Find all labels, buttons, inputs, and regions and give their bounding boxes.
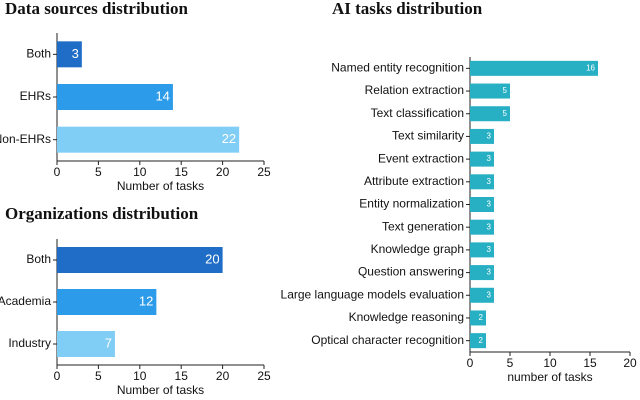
x-tick-label: 5 [95, 165, 102, 179]
value-label: 5 [503, 109, 508, 118]
value-label: 3 [487, 154, 492, 163]
x-tick-label: 15 [175, 165, 189, 179]
x-tick-label: 0 [467, 356, 474, 370]
y-tick-label: Text generation [382, 219, 464, 233]
bar [57, 84, 173, 110]
bar [470, 197, 494, 212]
y-tick-label: Attribute extraction [364, 174, 464, 188]
x-tick-label: 20 [216, 369, 230, 383]
x-axis-label: number of tasks [507, 370, 592, 384]
x-tick-label: 10 [543, 356, 557, 370]
value-label: 3 [487, 177, 492, 186]
x-tick-label: 5 [95, 369, 102, 383]
x-tick-label: 0 [54, 369, 61, 383]
value-label: 3 [487, 268, 492, 277]
x-tick-label: 25 [257, 165, 271, 179]
value-label: 3 [487, 290, 492, 299]
value-label: 2 [479, 336, 484, 345]
y-tick-label: Non-EHRs [0, 132, 51, 146]
y-tick-label: Relation extraction [365, 83, 464, 97]
x-tick-label: 5 [507, 356, 514, 370]
y-tick-label: Knowledge reasoning [349, 310, 464, 324]
bar [470, 265, 494, 281]
y-tick-label: Both [26, 252, 51, 266]
y-tick-label: Named entity recognition [331, 61, 464, 75]
bar [470, 333, 486, 349]
x-axis-label: Number of tasks [117, 383, 204, 397]
value-label: 2 [479, 313, 484, 322]
y-tick-label: Event extraction [378, 151, 464, 165]
bar [470, 174, 494, 190]
y-tick-label: Entity normalization [359, 197, 464, 211]
bar [470, 151, 494, 167]
y-tick-label: Text classification [371, 106, 464, 120]
y-tick-label: Knowledge graph [371, 242, 464, 256]
bar [470, 242, 494, 258]
value-label: 22 [222, 131, 236, 146]
bar [57, 41, 82, 68]
value-label: 16 [586, 63, 595, 72]
bar [57, 289, 157, 315]
bar [470, 83, 510, 99]
y-tick-label: Question answering [358, 265, 464, 279]
chart-title: Organizations distribution [5, 204, 199, 223]
value-label: 7 [105, 335, 112, 350]
bar [470, 106, 510, 122]
y-tick-label: Academia [0, 294, 51, 308]
bar [57, 126, 240, 153]
bar [470, 310, 486, 326]
bar [57, 247, 223, 273]
value-label: 3 [487, 245, 492, 254]
y-tick-label: Optical character recognition [311, 333, 464, 347]
y-tick-label: Both [26, 47, 51, 61]
y-tick-label: EHRs [20, 89, 51, 103]
value-label: 3 [487, 132, 492, 141]
x-tick-label: 15 [175, 369, 189, 383]
bar [470, 60, 598, 76]
value-label: 5 [503, 86, 508, 95]
value-label: 20 [205, 251, 219, 266]
x-tick-label: 25 [257, 369, 271, 383]
y-tick-label: Large language models evaluation [281, 287, 464, 301]
chart-title: AI tasks distribution [332, 0, 483, 18]
x-tick-label: 10 [133, 369, 147, 383]
value-label: 3 [487, 222, 492, 231]
x-tick-label: 10 [133, 165, 147, 179]
x-axis-label: Number of tasks [117, 179, 204, 193]
bar [470, 287, 494, 303]
value-label: 12 [139, 293, 153, 308]
x-tick-label: 20 [623, 356, 637, 370]
value-label: 3 [72, 46, 79, 61]
bar [470, 219, 494, 235]
value-label: 3 [487, 200, 492, 209]
bar [57, 331, 115, 357]
chart-title: Data sources distribution [5, 0, 188, 18]
value-label: 14 [155, 88, 169, 103]
y-tick-label: Text similarity [392, 129, 464, 143]
bar [470, 128, 494, 144]
x-tick-label: 15 [583, 356, 597, 370]
y-tick-label: Industry [8, 336, 51, 350]
x-tick-label: 0 [54, 165, 61, 179]
x-tick-label: 20 [216, 165, 230, 179]
